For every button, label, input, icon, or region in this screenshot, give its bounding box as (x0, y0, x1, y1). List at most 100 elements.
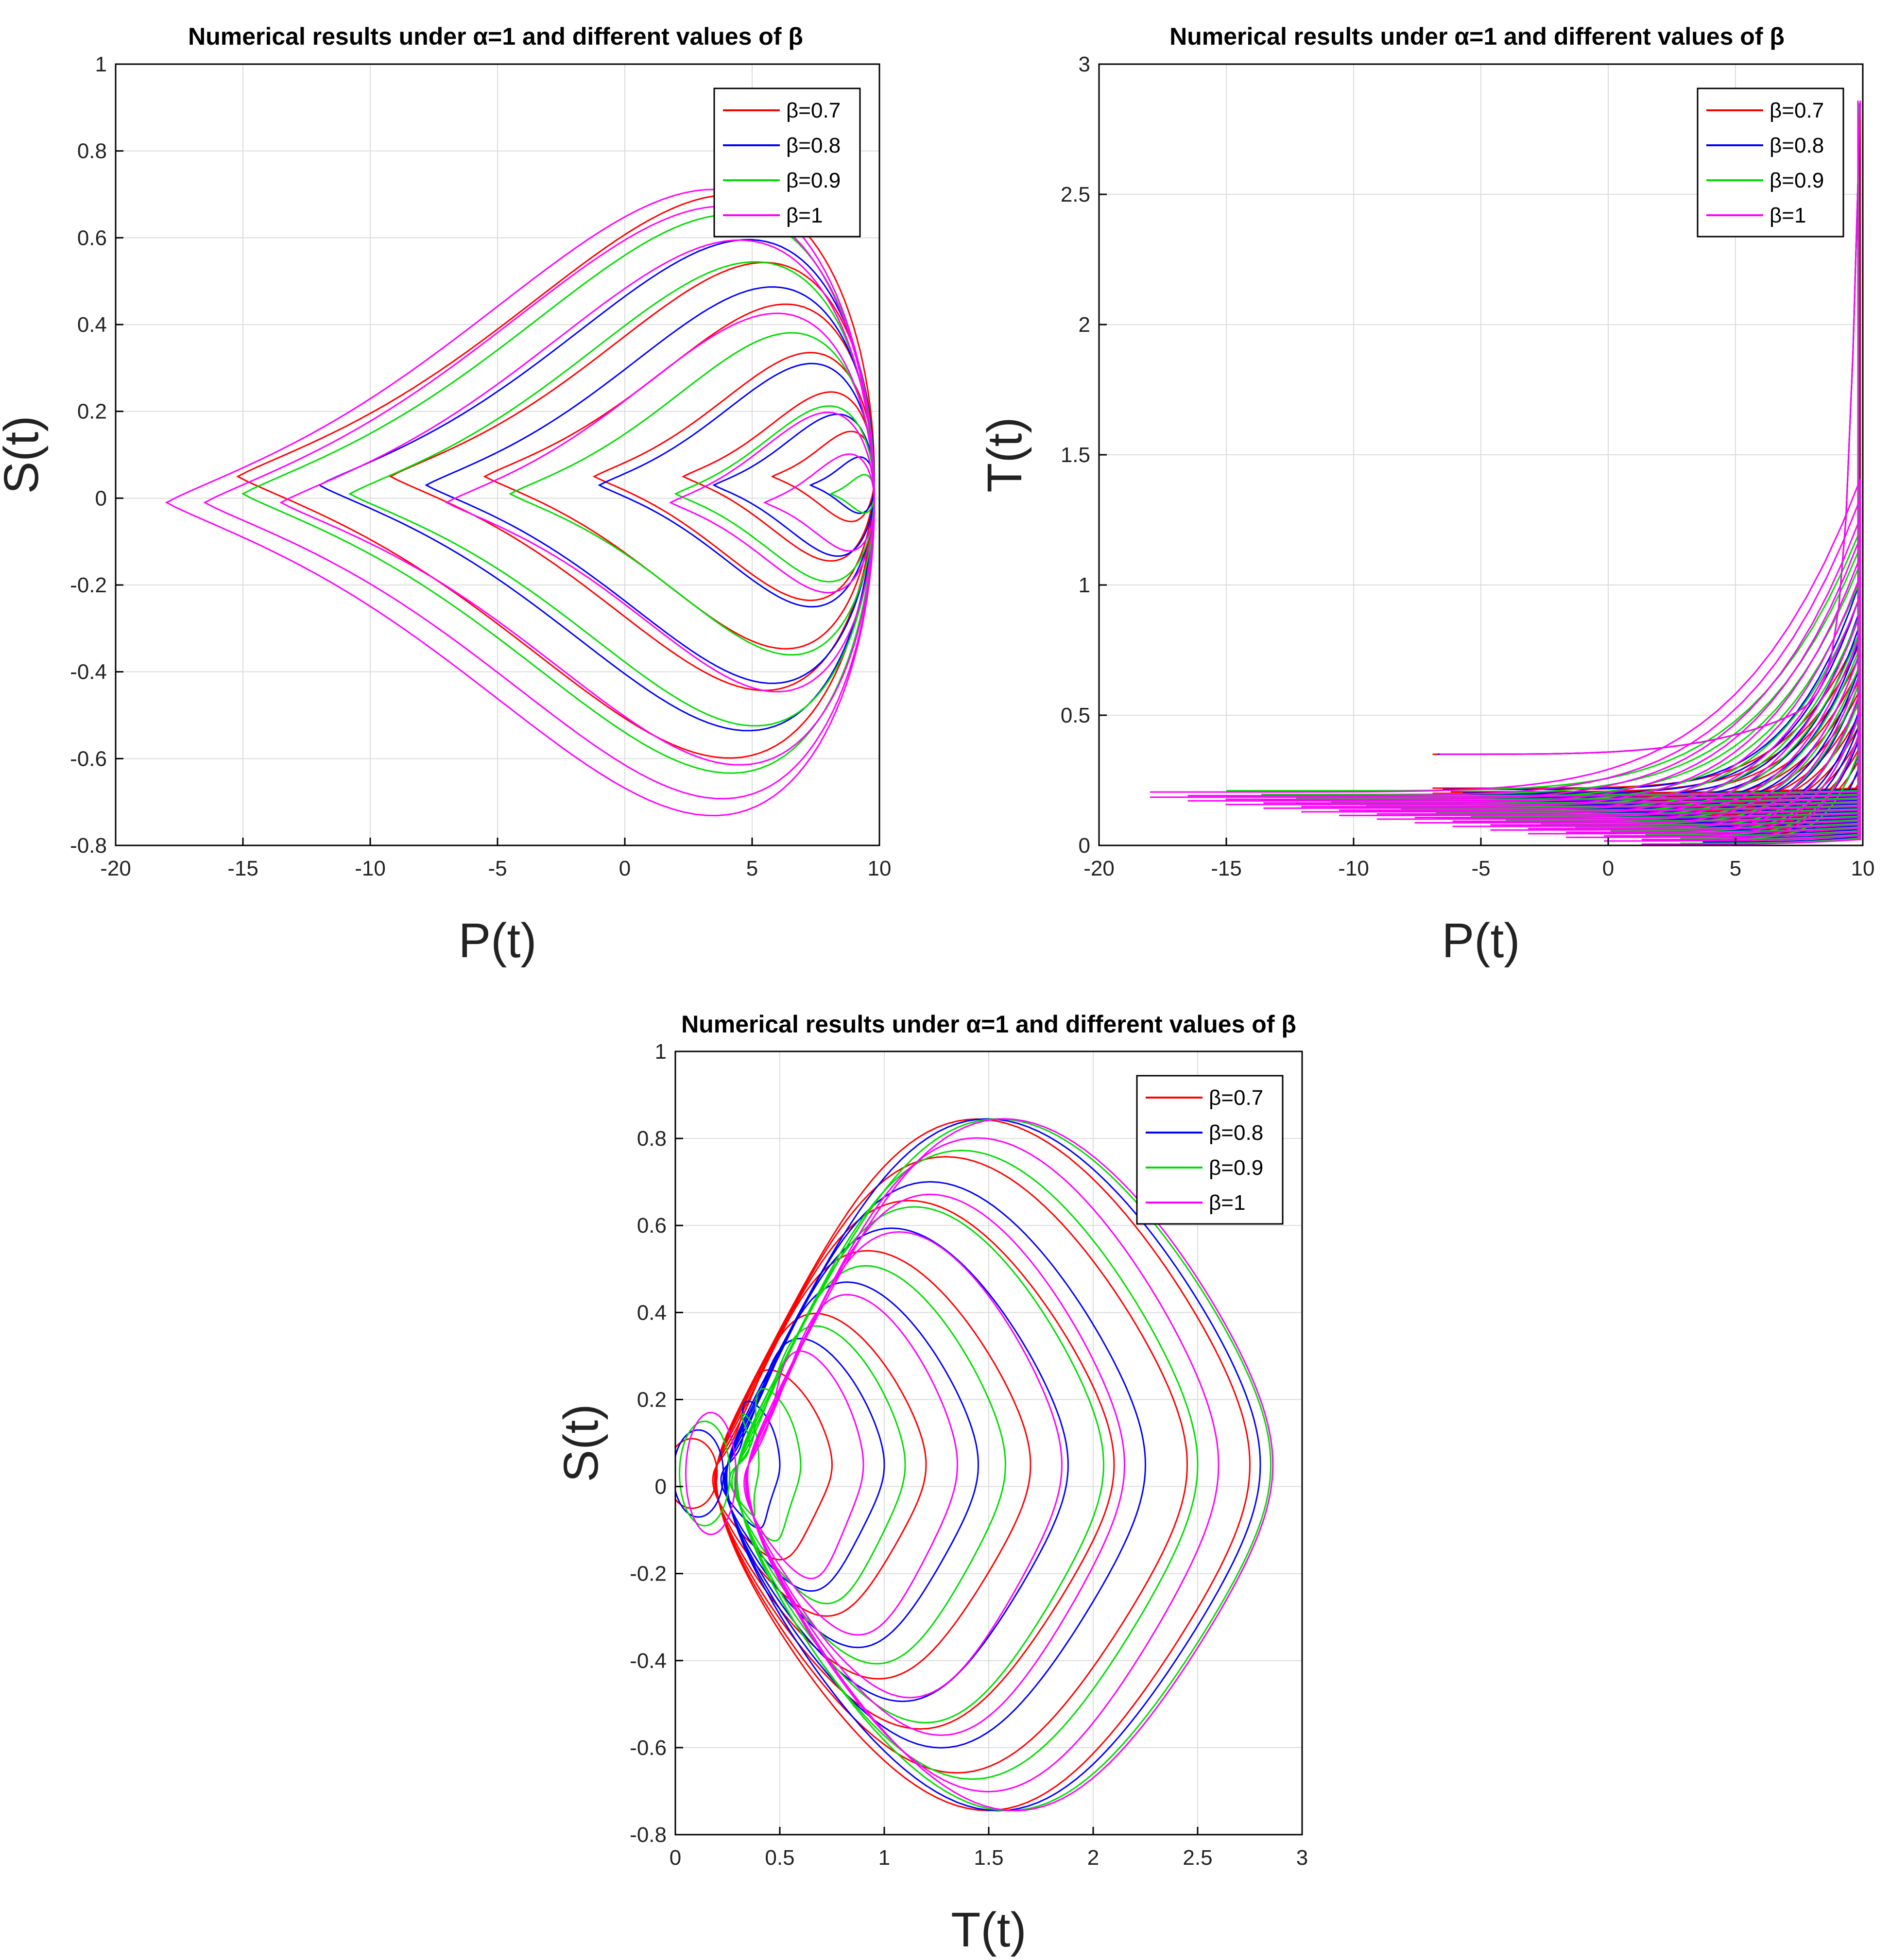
series-line-β=0.7 (483, 303, 875, 650)
x-axis-label: T(t) (951, 1903, 1026, 1957)
legend (1697, 87, 1844, 238)
x-tick-label: 0 (1602, 857, 1614, 880)
x-tick-label: -20 (1083, 857, 1115, 880)
y-tick-label: 0.2 (637, 1388, 667, 1411)
series-line-β=0.8 (712, 413, 875, 557)
series-line-β=0.9 (508, 332, 875, 656)
y-tick-label: 0.4 (637, 1301, 667, 1324)
series-line-β=1 (1440, 100, 1861, 755)
y-tick-label: -0.2 (70, 573, 107, 597)
y-axis-label: S(t) (554, 1404, 608, 1482)
legend-label: β=0.9 (1209, 1156, 1263, 1180)
y-tick-label: -0.8 (630, 1823, 667, 1847)
y-tick-label: 0 (95, 486, 107, 510)
series-line-β=1 (445, 312, 875, 693)
legend-label: β=1 (1770, 204, 1806, 227)
x-tick-label: -20 (100, 857, 131, 880)
y-tick-label: 1 (1079, 573, 1090, 597)
y-axis-label: S(t) (0, 415, 49, 494)
x-axis-label: P(t) (1442, 913, 1520, 968)
y-tick-label: -0.2 (630, 1562, 667, 1586)
series-line-β=0.9 (729, 1413, 760, 1517)
chart-title: Numerical results under α=1 and differen… (1169, 23, 1785, 50)
x-tick-label: 0.5 (765, 1846, 794, 1870)
x-tick-label: 2 (1087, 1846, 1099, 1870)
legend-label: β=0.7 (1770, 99, 1824, 122)
y-tick-label: 1 (95, 52, 107, 76)
curves-group (1150, 100, 1861, 845)
legend-label: β=1 (786, 204, 823, 227)
x-tick-label: -5 (488, 857, 507, 880)
legend-label: β=0.8 (1209, 1121, 1263, 1145)
series-line-β=1 (685, 1411, 737, 1535)
series-line-β=0.8 (425, 286, 875, 684)
x-tick-label: 10 (868, 857, 892, 880)
x-tick-label: -5 (1471, 857, 1490, 880)
legend-label: β=0.9 (786, 169, 841, 192)
series-line-β=0.9 (829, 474, 875, 514)
series-line-β=0.7 (592, 352, 875, 602)
series-line-β=0.9 (348, 261, 875, 727)
y-axis-label: T(t) (978, 417, 1032, 492)
y-tick-label: -0.8 (70, 834, 107, 858)
series-line-β=1 (1641, 730, 1861, 845)
x-tick-label: 5 (746, 857, 758, 880)
chart-s-vs-p: Numerical results under α=1 and differen… (0, 23, 891, 968)
legend-label: β=0.8 (786, 134, 841, 157)
chart-s-vs-t: Numerical results under α=1 and differen… (554, 1011, 1308, 1957)
x-tick-label: -10 (355, 857, 386, 880)
y-tick-label: 2 (1079, 313, 1090, 337)
chart-t-vs-p: Numerical results under α=1 and differen… (978, 23, 1874, 968)
series-line-β=0.8 (675, 1429, 724, 1518)
legend-label: β=0.7 (786, 99, 841, 122)
y-tick-label: 1.5 (1061, 443, 1090, 467)
legend-label: β=1 (1209, 1191, 1245, 1215)
series-line-β=1 (279, 239, 875, 766)
y-tick-label: 0 (655, 1475, 667, 1499)
y-tick-label: 0.8 (637, 1127, 667, 1151)
y-tick-label: 0.6 (77, 226, 107, 250)
x-tick-label: -10 (1338, 857, 1369, 880)
series-line-β=0.7 (389, 261, 875, 691)
legend (1136, 1075, 1284, 1225)
y-tick-label: 0.2 (77, 400, 107, 424)
series-line-β=1 (763, 453, 875, 552)
legend-label: β=0.9 (1770, 169, 1824, 192)
y-tick-label: 3 (1079, 52, 1090, 76)
legend (713, 87, 861, 238)
x-tick-label: 0 (670, 1846, 681, 1870)
x-tick-label: 2.5 (1183, 1846, 1212, 1870)
series-line-β=0.9 (679, 1420, 731, 1527)
y-tick-label: 0.5 (1061, 704, 1090, 727)
series-line-β=0.7 (682, 391, 875, 562)
x-tick-label: 5 (1730, 857, 1741, 880)
x-axis-label: P(t) (458, 913, 536, 968)
series-line-β=0.7 (675, 1438, 718, 1509)
x-tick-label: 1 (878, 1846, 890, 1870)
y-tick-label: -0.4 (630, 1649, 667, 1673)
y-tick-label: 0.8 (77, 139, 107, 163)
y-tick-label: 2.5 (1061, 183, 1090, 206)
y-tick-label: -0.4 (70, 660, 107, 684)
chart-title: Numerical results under α=1 and differen… (681, 1011, 1296, 1038)
y-tick-label: -0.6 (630, 1736, 667, 1760)
x-tick-label: 1.5 (974, 1846, 1003, 1870)
x-tick-label: -15 (227, 857, 258, 880)
y-tick-label: 1 (655, 1040, 667, 1064)
chart-title: Numerical results under α=1 and differen… (188, 23, 803, 50)
curves-group (675, 1118, 1274, 1812)
x-tick-label: -15 (1211, 857, 1242, 880)
series-line-β=0.9 (674, 405, 875, 583)
series-line-β=0.8 (598, 362, 875, 608)
y-tick-label: -0.6 (70, 747, 107, 771)
y-tick-label: 0.4 (77, 313, 107, 337)
legend-label: β=0.7 (1209, 1086, 1263, 1110)
x-tick-label: 0 (619, 857, 631, 880)
x-tick-label: 10 (1851, 857, 1875, 880)
y-tick-label: 0 (1079, 834, 1090, 858)
series-line-β=0.8 (809, 456, 875, 515)
series-line-β=1 (669, 412, 875, 594)
legend-label: β=0.8 (1770, 134, 1824, 157)
y-tick-label: 0.6 (637, 1214, 667, 1238)
